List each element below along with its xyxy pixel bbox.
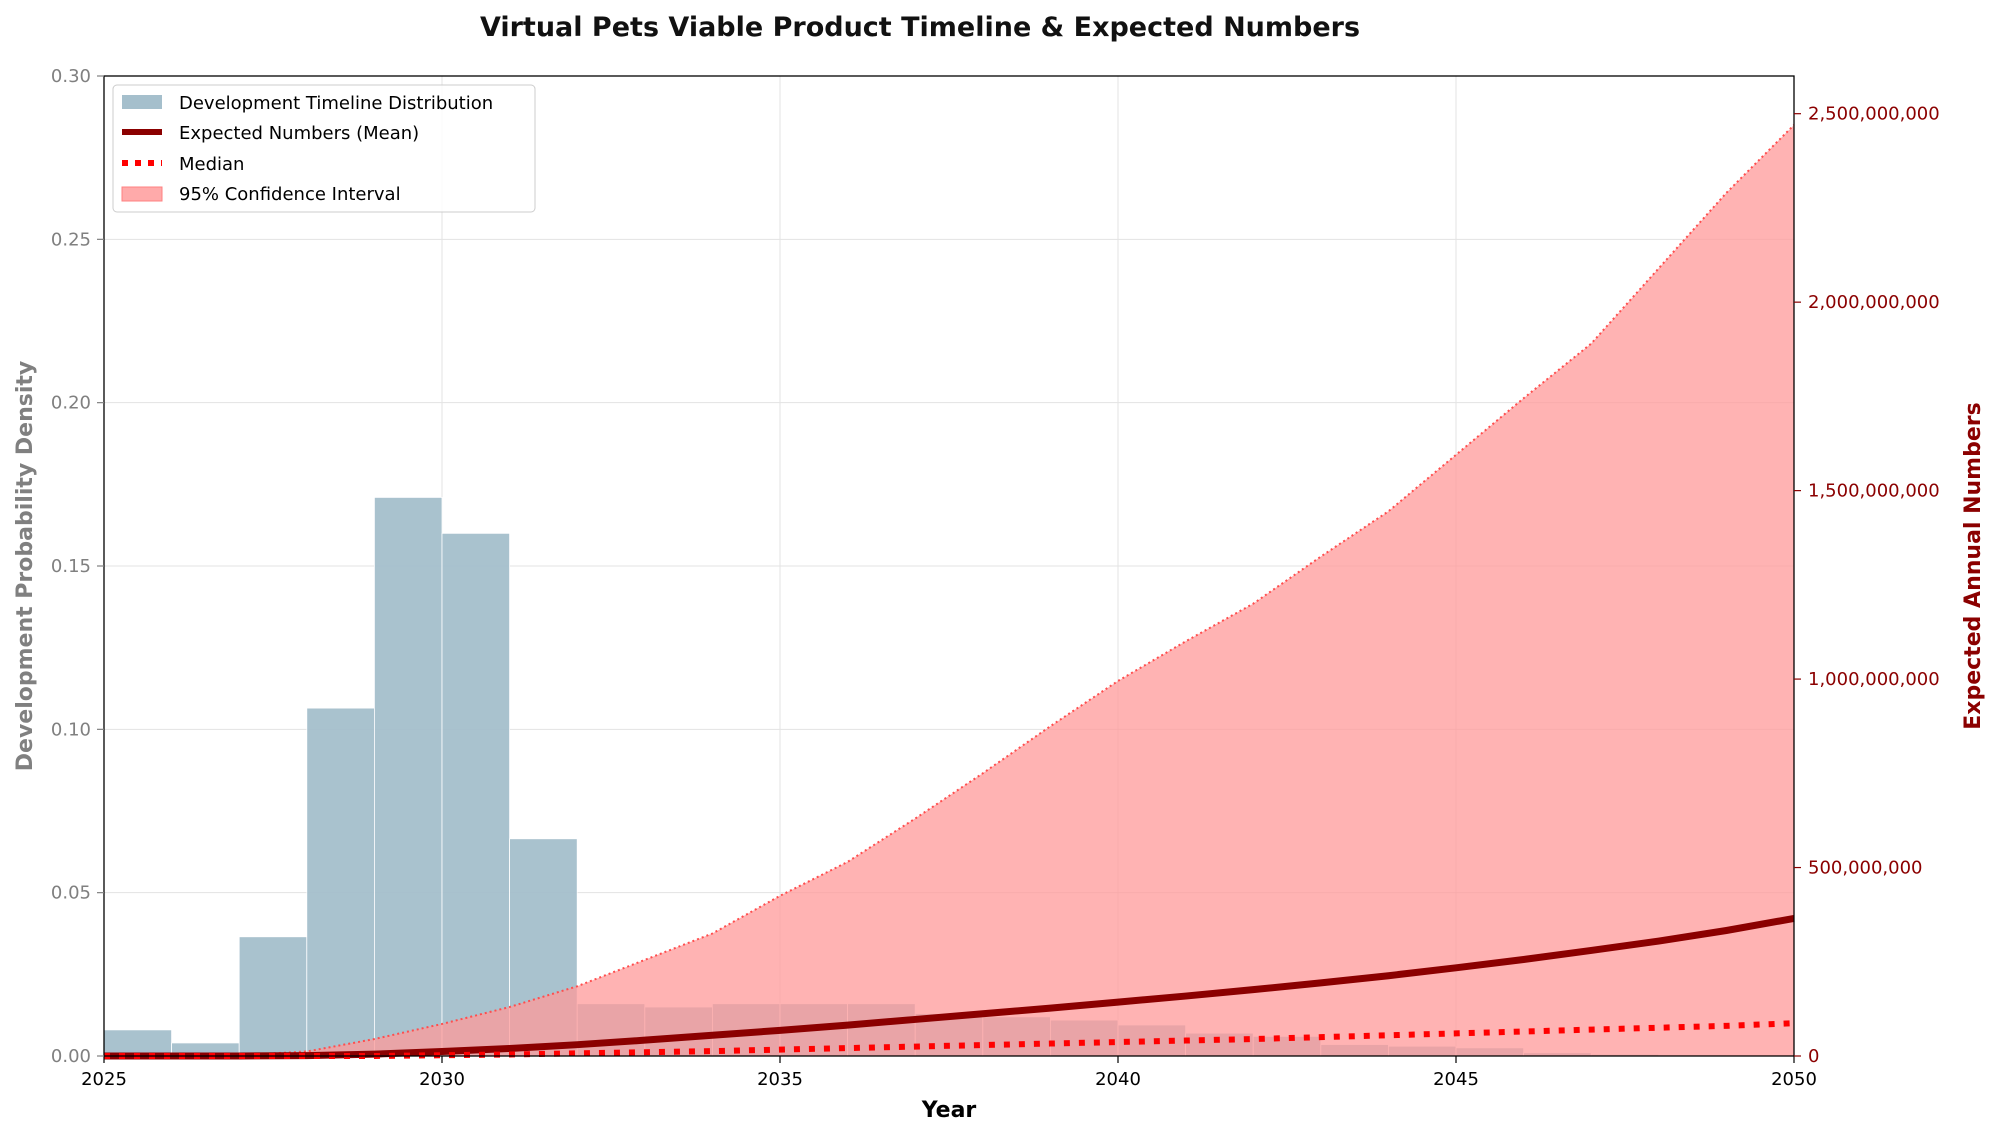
x-tick-label: 2045 bbox=[1433, 1069, 1479, 1090]
left-axis-ticks: 0.00 0.05 0.10 0.15 0.20 0.25 0.30 bbox=[51, 66, 104, 1067]
right-tick-label: 1,500,000,000 bbox=[1808, 481, 1940, 502]
x-tick-label: 2025 bbox=[81, 1069, 127, 1090]
right-tick-label: 500,000,000 bbox=[1808, 858, 1923, 879]
right-tick-label: 1,000,000,000 bbox=[1808, 669, 1940, 690]
right-axis-ticks: 0 500,000,000 1,000,000,000 1,500,000,000 2,… bbox=[1794, 104, 1940, 1067]
x-tick-label: 2050 bbox=[1771, 1069, 1817, 1090]
right-tick-label: 2,000,000,000 bbox=[1808, 292, 1940, 313]
histogram-bar bbox=[238, 936, 308, 1057]
series-line-mean bbox=[104, 914, 1795, 1060]
right-tick-label: 2,500,000,000 bbox=[1808, 104, 1940, 125]
left-tick-label: 0.10 bbox=[51, 719, 91, 740]
histogram-bar bbox=[373, 496, 443, 1057]
ci-area bbox=[104, 125, 1794, 1056]
x-tick-label: 2040 bbox=[1095, 1069, 1141, 1090]
legend-box bbox=[112, 84, 536, 213]
right-tick-label: 0 bbox=[1808, 1046, 1819, 1067]
left-tick-label: 0.25 bbox=[51, 229, 91, 250]
series-line-median bbox=[104, 1020, 1795, 1059]
left-tick-label: 0.00 bbox=[51, 1046, 91, 1067]
legend-label-ci: 95% Confidence Interval bbox=[179, 184, 401, 205]
histogram-bar bbox=[103, 1029, 172, 1057]
legend-label-mean: Expected Numbers (Mean) bbox=[179, 123, 419, 144]
x-tick-label: 2030 bbox=[419, 1069, 465, 1090]
legend-swatch-ci bbox=[121, 186, 163, 202]
ci-upper-edge bbox=[104, 124, 1795, 1057]
x-axis-ticks: 2025 2030 2035 2040 2045 2050 bbox=[81, 1056, 1817, 1090]
x-axis-label: Year bbox=[921, 1098, 977, 1123]
left-tick-label: 0.05 bbox=[51, 883, 91, 904]
confidence-interval-area bbox=[104, 124, 1795, 1057]
chart-title: Virtual Pets Viable Product Timeline & E… bbox=[480, 12, 1360, 43]
histogram-bar bbox=[306, 707, 375, 1057]
left-tick-label: 0.30 bbox=[51, 66, 91, 87]
x-tick-label: 2035 bbox=[757, 1069, 803, 1090]
left-axis-label: Development Probability Density bbox=[13, 361, 38, 771]
histogram-bar bbox=[441, 532, 510, 1057]
left-tick-label: 0.20 bbox=[51, 393, 91, 414]
legend: Development Timeline Distribution Expect… bbox=[112, 84, 536, 213]
legend-label-histogram: Development Timeline Distribution bbox=[179, 93, 493, 114]
left-tick-label: 0.15 bbox=[51, 556, 91, 577]
legend-label-median: Median bbox=[179, 154, 244, 175]
series-lines bbox=[104, 914, 1795, 1060]
right-axis-label: Expected Annual Numbers bbox=[1961, 402, 1986, 729]
legend-swatch-histogram bbox=[122, 95, 162, 109]
